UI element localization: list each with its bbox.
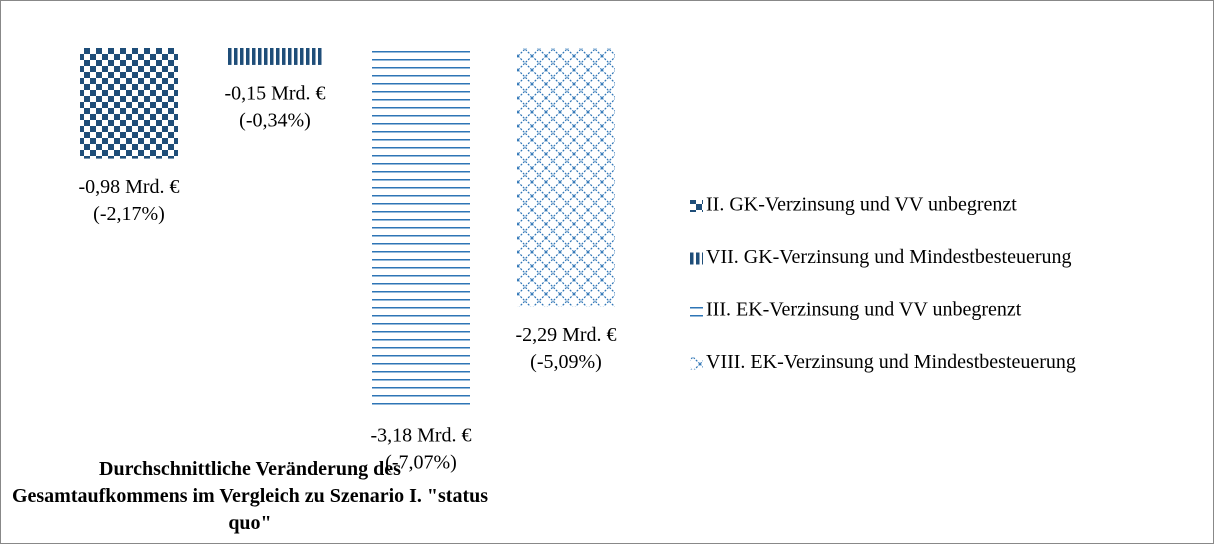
value-label: -3,18 Mrd. € <box>370 424 471 446</box>
chart-title: Durchschnittliche Veränderung des Gesamt… <box>11 458 489 534</box>
legend-swatch <box>690 200 703 212</box>
legend-label: II. GK-Verzinsung und VV unbegrenzt <box>706 194 1017 216</box>
legend-swatch <box>690 357 703 370</box>
share-label: (-0,34%) <box>239 110 311 132</box>
value-label: -2,29 Mrd. € <box>515 324 616 346</box>
bar <box>228 48 322 65</box>
bar <box>517 48 615 307</box>
legend-label: VII. GK-Verzinsung und Mindestbesteuerun… <box>706 246 1071 268</box>
share-label: (-2,17%) <box>93 203 165 225</box>
legend-label: VIII. EK-Verzinsung und Mindestbesteueru… <box>706 351 1076 373</box>
share-label: (-5,09%) <box>530 351 602 373</box>
value-label: -0,98 Mrd. € <box>78 176 179 198</box>
legend-label: III. EK-Verzinsung und VV unbegrenzt <box>706 299 1022 321</box>
bar <box>80 48 178 159</box>
value-label: -0,15 Mrd. € <box>224 83 325 105</box>
legend-swatch <box>690 252 703 265</box>
legend-swatch <box>690 305 703 317</box>
share-label: (-7,07%) <box>385 451 457 473</box>
bar <box>372 48 470 407</box>
